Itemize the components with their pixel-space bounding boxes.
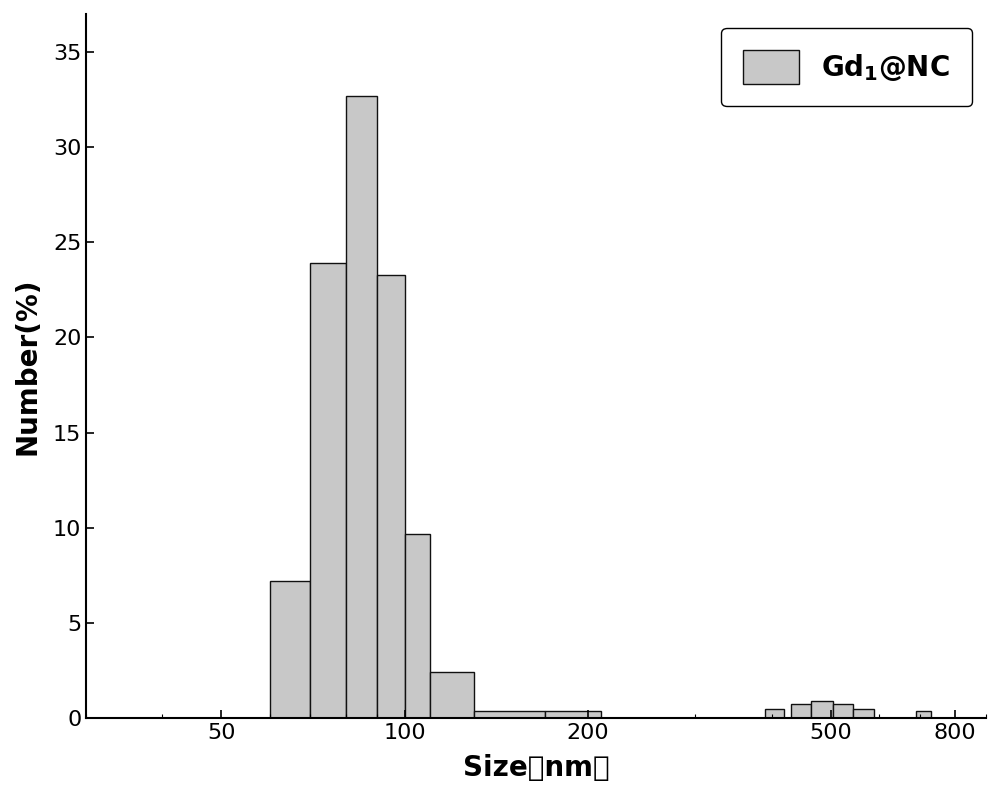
Bar [853, 708, 874, 718]
Bar [346, 96, 377, 718]
Bar [791, 704, 811, 718]
Bar [765, 708, 784, 718]
Bar [310, 263, 346, 718]
Legend: $\mathbf{Gd_1@NC}$: $\mathbf{Gd_1@NC}$ [721, 28, 972, 106]
Y-axis label: Number(%): Number(%) [14, 277, 42, 455]
X-axis label: Size（nm）: Size（nm） [463, 754, 609, 782]
Bar [474, 711, 545, 718]
Bar [811, 701, 833, 718]
Bar [270, 581, 310, 718]
Bar [916, 712, 931, 718]
Bar [377, 275, 405, 718]
Bar [430, 673, 474, 718]
Bar [545, 712, 601, 718]
Bar [405, 533, 430, 718]
Bar [833, 704, 853, 718]
